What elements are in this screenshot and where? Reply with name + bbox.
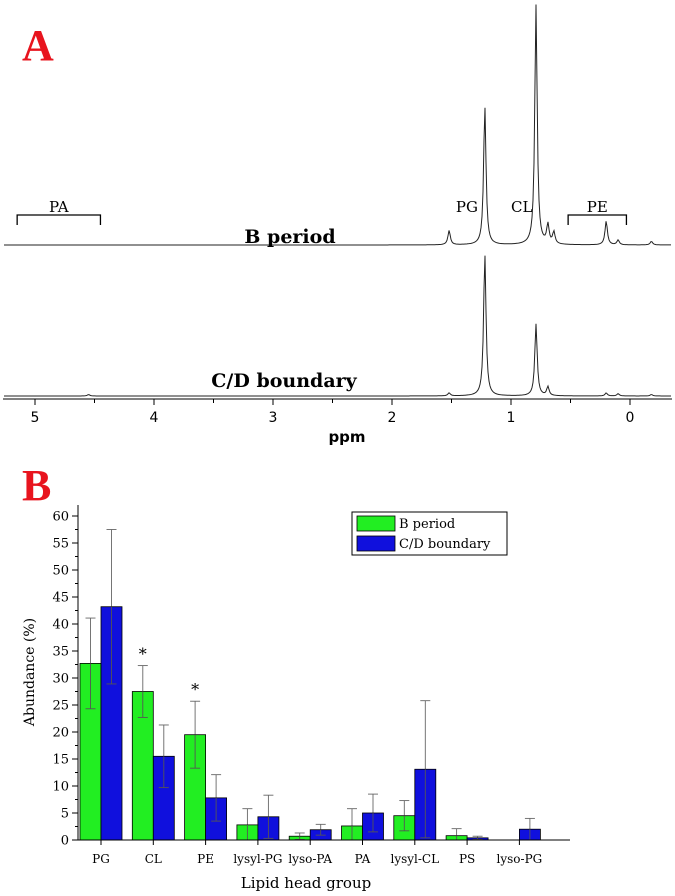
nmr-series-cd-boundary-line	[4, 255, 671, 397]
legend-label-cd-boundary: C/D boundary	[399, 537, 491, 552]
nmr-spectra-chart: B period C/D boundary PA PG CL PE 5 4 3 2 1 0…	[3, 4, 672, 446]
nmr-series-cd-boundary-label: C/D boundary	[211, 370, 357, 392]
bar-y-tick-label-35: 35	[52, 645, 69, 660]
bar-y-tick-label-20: 20	[52, 726, 69, 741]
nmr-x-tick-label-5: 5	[31, 410, 40, 426]
nmr-series-b-period-line	[4, 4, 672, 246]
bar-x-tick-label-PE: PE	[197, 852, 214, 866]
nmr-annotations: PA PG CL PE	[16, 198, 628, 225]
bar-x-tick-label-CL: CL	[145, 852, 162, 866]
pa-annotation: PA	[49, 198, 69, 216]
pg-annotation: PG	[456, 198, 478, 216]
bar-y-tick-label-30: 30	[52, 672, 69, 687]
cl-annotation: CL	[511, 198, 532, 216]
bar-y-axis-label: Abundance (%)	[22, 618, 38, 727]
legend-label-b-period: B period	[399, 517, 455, 532]
nmr-x-tick-label-4: 4	[150, 410, 159, 426]
pe-bracket	[567, 214, 628, 225]
nmr-x-tick-label-0: 0	[626, 410, 635, 426]
bar-y-tick-label-60: 60	[52, 510, 69, 525]
bar-x-tick-label-PS: PS	[459, 852, 475, 866]
nmr-x-ticks: 5 4 3 2 1 0	[31, 399, 635, 426]
nmr-x-tick-label-2: 2	[388, 410, 397, 426]
nmr-x-tick-label-1: 1	[507, 410, 516, 426]
bar-y-tick-label-40: 40	[52, 618, 69, 633]
bar-y-tick-label-55: 55	[52, 537, 69, 552]
bar-y-tick-label-45: 45	[52, 591, 69, 606]
bar-legend: B period C/D boundary	[351, 511, 508, 556]
legend-swatch-b-period	[356, 515, 396, 532]
bar-x-tick-label-lyso-PA: lyso-PA	[288, 852, 332, 866]
nmr-series-b-period-label: B period	[244, 226, 335, 248]
bar-y-ticks: 0 5 10 15 20 25 30 35 40 45 50 55 60	[52, 510, 78, 849]
significance-mark-CL: *	[139, 645, 147, 664]
bar-x-axis-label: Lipid head group	[241, 874, 371, 892]
legend-swatch-cd-boundary	[356, 535, 396, 552]
panel-b-letter: B	[22, 461, 51, 510]
pe-annotation: PE	[587, 198, 608, 216]
bar-x-tick-label-PA: PA	[355, 852, 371, 866]
bar-x-tick-label-lysyl-PG: lysyl-PG	[233, 852, 282, 866]
significance-mark-PE: *	[191, 680, 199, 699]
panel-a-letter: A	[22, 21, 54, 70]
bar-y-tick-label-15: 15	[52, 753, 69, 768]
bar-y-tick-label-10: 10	[52, 780, 69, 795]
bar-x-tick-label-PG: PG	[92, 852, 110, 866]
bar-y-tick-label-25: 25	[52, 699, 69, 714]
nmr-x-tick-label-3: 3	[269, 410, 278, 426]
nmr-x-axis-label: ppm	[328, 428, 365, 446]
bar-y-tick-label-50: 50	[52, 564, 69, 579]
bar-x-tick-label-lyso-PG: lyso-PG	[497, 852, 543, 866]
bar-plot-area: **	[79, 529, 541, 841]
bar-x-ticks: PG CL PE lysyl-PG lyso-PA PA lysyl-CL PS lyso-PG	[92, 840, 542, 866]
bar-y-tick-label-5: 5	[61, 807, 69, 822]
bar-y-tick-label-0: 0	[61, 834, 69, 849]
bar-x-tick-label-lysyl-CL: lysyl-CL	[390, 852, 439, 866]
pa-bracket	[16, 214, 102, 225]
